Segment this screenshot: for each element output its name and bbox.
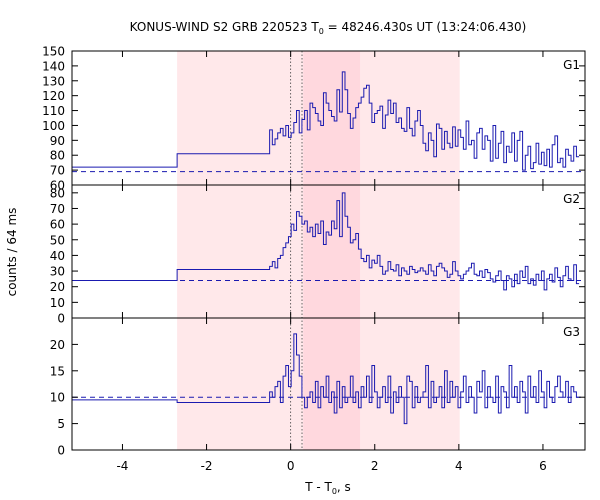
light-curve-g2 — [72, 192, 580, 291]
y-tick-label: 80 — [50, 186, 65, 200]
y-tick-label: 90 — [50, 134, 65, 148]
y-tick-label: 70 — [50, 202, 65, 216]
y-tick-label: 70 — [50, 164, 65, 178]
x-axis-label-rest: , s — [337, 480, 351, 494]
chart-title-rest: = 48246.430s UT (13:24:06.430) — [324, 20, 527, 34]
x-axis-label: T - T0, s — [304, 480, 351, 496]
y-tick-label: 150 — [42, 45, 65, 59]
y-tick-label: 120 — [42, 89, 65, 103]
y-tick-label: 15 — [50, 364, 65, 378]
panel-frame — [71, 317, 586, 451]
x-tick-label: 0 — [287, 459, 295, 473]
x-axis: -4 -2 0 2 4 6 — [116, 459, 546, 473]
chart-title: KONUS-WIND S2 GRB 220523 T0 = 48246.430s… — [130, 20, 527, 36]
detector-panels: 60708090100110120130140150G1010203040506… — [42, 45, 586, 458]
y-tick-label: 20 — [50, 280, 65, 294]
y-tick-label: 50 — [50, 233, 65, 247]
y-tick-label: 10 — [50, 296, 65, 310]
panel-label: G3 — [563, 325, 580, 339]
y-tick-label: 5 — [57, 417, 65, 431]
y-tick-label: 130 — [42, 74, 65, 88]
x-tick-label: 2 — [371, 459, 379, 473]
chart-title-main: KONUS-WIND S2 GRB 220523 T — [130, 20, 320, 34]
y-tick-label: 10 — [50, 391, 65, 405]
y-tick-label: 100 — [42, 119, 65, 133]
light-curve-g3 — [72, 333, 580, 425]
panel-label: G1 — [563, 58, 580, 72]
x-tick-label: 6 — [539, 459, 547, 473]
chart-title-subscript: 0 — [319, 27, 324, 36]
y-tick-label: 60 — [50, 179, 65, 193]
y-tick-label: 40 — [50, 249, 65, 263]
y-tick-label: 30 — [50, 265, 65, 279]
x-axis-label-main: T - T — [304, 480, 332, 494]
y-tick-label: 80 — [50, 149, 65, 163]
y-tick-label: 60 — [50, 218, 65, 232]
y-tick-label: 110 — [42, 104, 65, 118]
light-curve-g1 — [72, 71, 580, 171]
x-tick-label: -4 — [116, 459, 128, 473]
y-tick-label: 20 — [50, 338, 65, 352]
x-axis-label-subscript: 0 — [332, 487, 337, 496]
y-tick-label: 0 — [57, 444, 65, 458]
y-tick-label: 140 — [42, 59, 65, 73]
panel-label: G2 — [563, 192, 580, 206]
x-tick-label: -2 — [201, 459, 213, 473]
panel-g3: 0 5 10 15 20 G3 — [50, 317, 586, 458]
y-tick-label: 0 — [57, 312, 65, 326]
y-axis-label: counts / 64 ms — [5, 208, 19, 297]
x-tick-label: 4 — [455, 459, 463, 473]
